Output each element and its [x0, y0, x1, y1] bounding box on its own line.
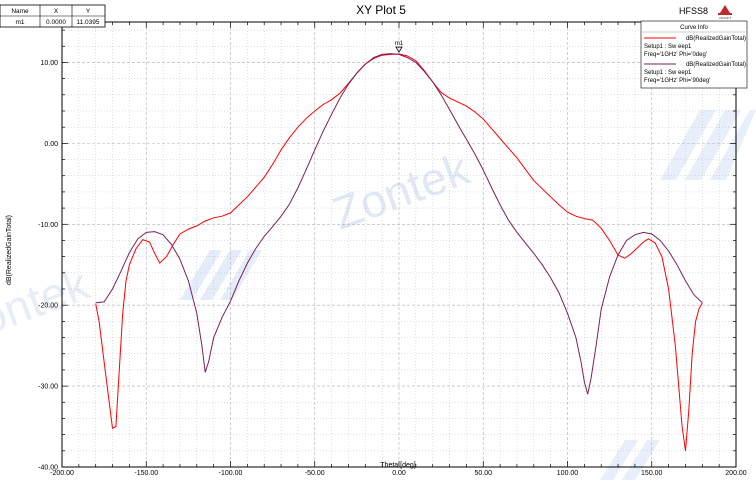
legend-entry-1-line3: Freq='1GHz' Phi='90deg': [644, 78, 710, 84]
marker-triangle: [395, 46, 403, 53]
x-tick-label: -150.00: [134, 470, 158, 477]
x-tick-label: -200.00: [50, 470, 74, 477]
y-tick-label: -30.00: [38, 384, 58, 391]
legend: Curve Info dB(RealizedGainTotal) Setup1 …: [640, 20, 748, 89]
x-tick-label: 50.00: [474, 470, 492, 477]
legend-title: Curve Info: [680, 25, 708, 31]
grid: [62, 22, 736, 467]
watermark-stripes: [200, 250, 242, 300]
marker-table-header-y: Y: [86, 8, 91, 15]
watermark-stripes: [660, 110, 716, 180]
legend-entry-0-line1: dB(RealizedGainTotal): [686, 36, 746, 42]
marker-table-header-name: Name: [11, 8, 29, 15]
marker-table-header-x: X: [54, 8, 59, 15]
watermark-stripes: [685, 110, 741, 180]
marker-table-cell-y: 11.0395: [76, 19, 99, 26]
legend-entry-1-line1: dB(RealizedGainTotal): [686, 62, 746, 68]
ansoft-logo: ANSOFT: [718, 5, 732, 20]
ansoft-logo-bar: [718, 13, 732, 15]
legend-entry-1-line2: Setup1 : Sw eep1: [644, 70, 692, 76]
x-tick-label: -100.00: [219, 470, 243, 477]
y-tick-label: 10.00: [40, 60, 58, 67]
chart-title: XY Plot 5: [356, 3, 406, 17]
ansoft-logo-text: ANSOFT: [719, 16, 731, 20]
series-group: [95, 53, 703, 451]
y-tick-label: -40.00: [38, 465, 58, 472]
x-tick-label: 150.00: [641, 470, 663, 477]
legend-entry-0-line2: Setup1 : Sw eep1: [644, 44, 692, 50]
marker-table: Name X Y m1 0.0000 11.0395: [0, 4, 106, 28]
marker-table-cell-name: m1: [15, 19, 24, 26]
x-tick-label: 200.00: [725, 470, 747, 477]
x-axis-label: Theta [deg]: [380, 462, 415, 469]
marker-label: m1: [395, 41, 404, 47]
y-tick-label: -10.00: [38, 222, 58, 229]
watermark-stripes: [622, 440, 660, 480]
watermark-stripes: [600, 440, 638, 480]
marker-table-cell-x: 0.0000: [46, 19, 66, 26]
x-tick-label: 0.00: [392, 470, 406, 477]
legend-entry-0-line3: Freq='1GHz' Phi='0deg': [644, 52, 707, 58]
x-tick-label: -50.00: [305, 470, 325, 477]
marker-m1: m1: [395, 41, 404, 53]
y-tick-label: 0.00: [44, 141, 58, 148]
series-line-1: [95, 53, 703, 395]
watermark-stripes: [710, 110, 756, 180]
plot-frame: [61, 21, 737, 468]
y-tick-label: -20.00: [38, 303, 58, 310]
watermark: Zontek Zontek: [0, 110, 756, 480]
x-tick-label: 100.00: [557, 470, 579, 477]
tick-labels: -200.00 -150.00 -100.00 -50.00 0.00 50.00 100.…: [38, 60, 747, 477]
ansoft-logo-icon: [720, 5, 730, 13]
y-axis-label: dB(RealizedGainTotal): [6, 215, 13, 285]
software-label: HFSS8: [679, 6, 708, 16]
